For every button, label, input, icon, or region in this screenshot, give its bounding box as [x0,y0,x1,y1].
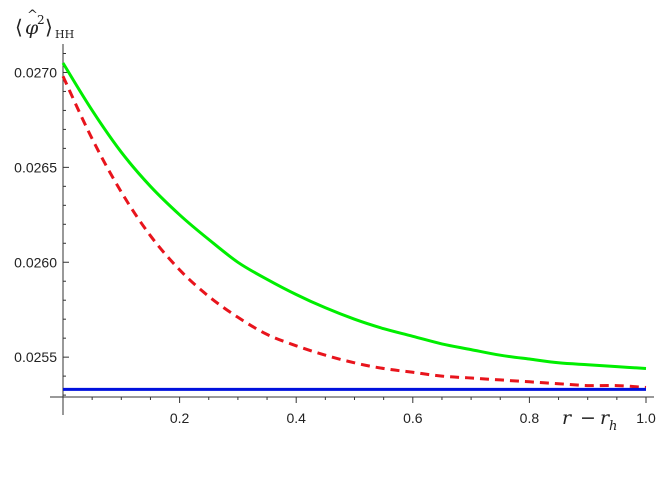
x-tick-label: 1.0 [636,410,656,426]
x-tick-label: 0.2 [170,410,190,426]
y-axis-label-hat: ^ [27,8,38,23]
x-axis-label-subscript-h: h [609,419,617,434]
x-tick-label: 0.6 [403,410,423,426]
x-axis-label: r − r h [562,407,617,434]
x-tick-label: 0.8 [520,410,540,426]
y-tick-label: 0.0255 [14,349,57,365]
y-axis-label-subscript: HH [55,28,74,41]
y-tick-label: 0.0270 [14,64,57,80]
x-tick-label: 0.4 [286,410,306,426]
y-axis-label: ⟨ φ ^ 2 ⟩ HH [15,8,74,41]
y-tick-label: 0.0265 [14,159,57,175]
x-axis: 0.2 0.4 0.6 0.8 1.0 [50,396,656,426]
y-axis-label-open-bracket: ⟨ [15,15,23,39]
x-axis-label-minus: − [580,407,596,429]
series-red-dashed-line [61,75,647,389]
y-axis-label-exponent: 2 [37,13,45,27]
series-green-line [61,62,647,370]
y-axis: 0.0255 0.0260 0.0265 0.0270 [14,44,69,415]
y-axis-label-close-bracket: ⟩ [45,15,53,39]
x-axis-label-r2: r [600,407,611,429]
series-layer [61,62,647,391]
x-axis-label-r: r [562,407,573,429]
y-tick-label: 0.0260 [14,254,57,270]
y-axis-label-phi: φ [25,17,39,39]
